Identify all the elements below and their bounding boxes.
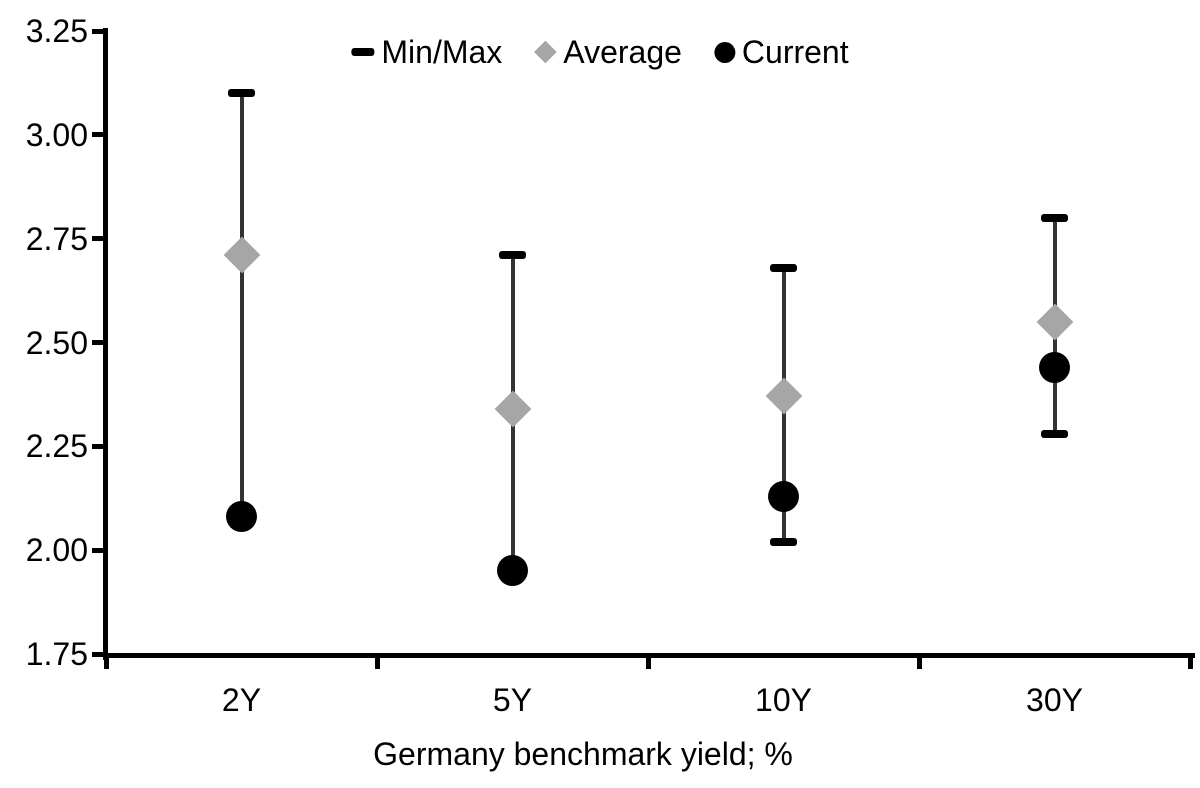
min-cap [1041,429,1068,438]
range-line [239,93,244,517]
y-axis-tick [92,443,103,449]
y-tick-label: 2.00 [25,532,88,569]
legend: Min/Max Average Current [351,33,849,71]
y-tick-label: 2.25 [25,428,88,465]
x-axis-tick [374,658,380,669]
diamond-icon [533,40,557,64]
max-cap [1041,213,1068,222]
x-axis-tick [916,658,922,669]
x-category-label: 2Y [221,682,262,718]
average-diamond [494,390,531,428]
x-axis-tick [103,658,109,669]
y-axis-tick [92,132,103,138]
y-axis-tick [92,651,103,657]
current-dot [1039,351,1070,383]
legend-label-current: Current [741,34,849,70]
max-cap [770,263,797,272]
legend-item-average: Average [533,33,682,71]
average-diamond [223,236,260,274]
current-dot [226,501,257,533]
current-dot [768,480,799,512]
min-cap [770,537,797,546]
y-axis-tick [92,547,103,553]
x-axis-line [103,653,1195,658]
y-axis-tick [92,340,103,345]
circle-icon [713,41,735,63]
y-tick-label: 2.75 [25,220,88,257]
legend-label-average: Average [563,34,682,70]
y-tick-label: 2.50 [25,324,88,361]
x-category-label: 5Y [492,682,533,718]
y-tick-label: 1.75 [25,636,88,672]
y-axis-tick [92,28,103,34]
x-axis-tick [645,658,651,669]
average-diamond [1036,303,1073,341]
y-tick-label: 3.25 [25,13,88,49]
x-category-label: 30Y [1026,682,1083,718]
y-axis-tick [92,236,103,242]
max-cap [499,251,526,260]
legend-label-minmax: Min/Max [381,34,503,70]
x-category-label: 10Y [755,682,812,718]
max-cap [228,89,255,98]
dash-icon [351,48,375,56]
current-dot [497,555,528,587]
legend-item-minmax: Min/Max [351,33,502,71]
y-axis-line [103,28,108,660]
average-diamond [765,378,802,415]
legend-item-current: Current [713,33,849,71]
x-axis-tick [1187,658,1193,669]
y-tick-label: 3.00 [25,116,88,153]
x-axis-title: Germany benchmark yield; % [373,736,793,772]
